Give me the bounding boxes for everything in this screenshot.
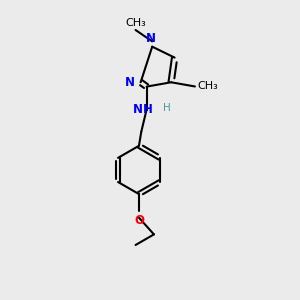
Text: H: H <box>163 103 170 113</box>
Text: O: O <box>134 214 144 226</box>
Text: H: H <box>143 103 153 116</box>
Text: N: N <box>125 76 135 89</box>
Text: N: N <box>133 103 143 116</box>
Text: N: N <box>146 32 156 45</box>
Text: CH₃: CH₃ <box>197 82 218 92</box>
Text: CH₃: CH₃ <box>125 18 146 28</box>
